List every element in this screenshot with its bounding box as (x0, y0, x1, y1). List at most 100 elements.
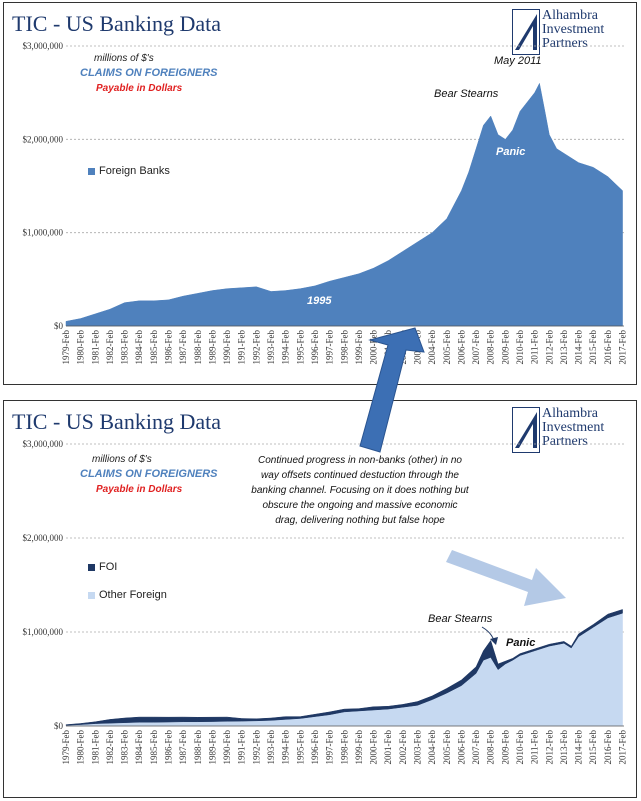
x-tick-label: 2014-Feb (574, 330, 584, 365)
logo-text: Alhambra Investment Partners (542, 406, 605, 449)
legend-other-foreign: Other Foreign (88, 589, 167, 601)
x-tick-label: 1993-Feb (266, 730, 276, 765)
x-tick-label: 2008-Feb (486, 330, 496, 365)
x-tick-label: 2003-Feb (412, 330, 422, 365)
x-tick-label: 2002-Feb (398, 730, 408, 765)
payable-note: Payable in Dollars (96, 83, 183, 94)
x-tick-label: 1983-Feb (120, 330, 130, 365)
x-tick-label: 1979-Feb (61, 330, 71, 365)
x-tick-label: 2001-Feb (383, 330, 393, 365)
x-tick-label: 2010-Feb (515, 330, 525, 365)
chart-title: TIC - US Banking Data (12, 409, 221, 434)
x-tick-label: 2005-Feb (442, 330, 452, 365)
logo: Alhambra Investment Partners (512, 9, 630, 57)
x-tick-label: 1985-Feb (149, 730, 159, 765)
x-tick-label: 2015-Feb (588, 330, 598, 365)
x-tick-label: 1995-Feb (295, 330, 305, 365)
payable-note: Payable in Dollars (96, 484, 183, 495)
x-tick-label: 2004-Feb (427, 730, 437, 765)
x-tick-label: 2006-Feb (456, 330, 466, 365)
y-tick-label: $1,000,000 (23, 627, 64, 637)
x-tick-label: 1985-Feb (149, 330, 159, 365)
logo: Alhambra Investment Partners (512, 407, 630, 455)
x-tick-label: 1983-Feb (120, 730, 130, 765)
annotation-may-2011: May 2011 (494, 55, 542, 67)
x-tick-label: 1992-Feb (251, 330, 261, 365)
units-note: millions of $'s (92, 454, 152, 465)
series-area-foi (65, 609, 623, 726)
y-tick-label: $0 (54, 721, 64, 731)
x-tick-label: 1989-Feb (207, 730, 217, 765)
x-tick-label: 2013-Feb (559, 730, 569, 765)
x-tick-label: 2011-Feb (530, 330, 540, 365)
legend-swatch (88, 591, 95, 599)
x-tick-label: 1997-Feb (325, 330, 335, 365)
x-tick-label: 1999-Feb (354, 330, 364, 365)
x-tick-label: 1979-Feb (61, 730, 71, 765)
x-tick-label: 2010-Feb (515, 730, 525, 765)
x-tick-label: 1993-Feb (266, 330, 276, 365)
x-tick-label: 2012-Feb (544, 330, 554, 365)
claims-note: CLAIMS ON FOREIGNERS (80, 67, 218, 79)
x-tick-label: 1990-Feb (222, 330, 232, 365)
chart-title: TIC - US Banking Data (12, 11, 221, 36)
x-tick-label: 1994-Feb (281, 730, 291, 765)
x-tick-label: 2008-Feb (486, 730, 496, 765)
commentary-note: Continued progress in non-banks (other) … (251, 455, 469, 526)
legend-swatch (88, 563, 95, 571)
chart-panel-bottom: TIC - US Banking Data Alhambra Investmen… (3, 400, 637, 798)
x-tick-label: 2009-Feb (500, 330, 510, 365)
claims-note: CLAIMS ON FOREIGNERS (80, 468, 218, 480)
x-tick-label: 2009-Feb (500, 730, 510, 765)
units-note: millions of $'s (94, 53, 154, 64)
x-tick-label: 1988-Feb (193, 330, 203, 365)
x-tick-label: 2016-Feb (603, 730, 613, 765)
bear-stearns-pointer-head (490, 637, 498, 645)
y-tick-label: $3,000,000 (23, 439, 64, 449)
legend-foreign-banks: Foreign Banks (88, 165, 170, 177)
x-tick-label: 1988-Feb (193, 730, 203, 765)
x-tick-label: 2005-Feb (442, 730, 452, 765)
x-tick-label: 2017-Feb (618, 730, 628, 765)
x-tick-label: 1984-Feb (134, 730, 144, 765)
x-tick-label: 2013-Feb (559, 330, 569, 365)
y-tick-label: $2,000,000 (23, 533, 64, 543)
y-tick-label: $3,000,000 (23, 41, 64, 51)
x-tick-label: 2012-Feb (544, 730, 554, 765)
annotation-bear-stearns: Bear Stearns (428, 613, 493, 625)
x-tick-label: 2000-Feb (369, 730, 379, 765)
annotation-bear-stearns: Bear Stearns (434, 88, 499, 100)
x-tick-label: 2016-Feb (603, 330, 613, 365)
x-tick-label: 1991-Feb (237, 330, 247, 365)
logo-icon (512, 407, 540, 453)
x-tick-label: 2014-Feb (574, 730, 584, 765)
annotation-panic: Panic (496, 146, 526, 158)
series-area-foreign-banks (65, 82, 623, 327)
x-tick-label: 1986-Feb (164, 330, 174, 365)
x-tick-label: 1989-Feb (207, 330, 217, 365)
x-tick-label: 2001-Feb (383, 730, 393, 765)
x-tick-label: 1980-Feb (76, 330, 86, 365)
x-tick-label: 1994-Feb (281, 330, 291, 365)
x-tick-label: 1981-Feb (90, 730, 100, 765)
logo-icon (512, 9, 540, 55)
x-tick-label: 2002-Feb (398, 330, 408, 365)
x-tick-label: 1998-Feb (339, 730, 349, 765)
x-tick-label: 1991-Feb (237, 730, 247, 765)
logo-text: Alhambra Investment Partners (542, 8, 605, 51)
y-tick-label: $1,000,000 (23, 228, 64, 238)
legend-foi: FOI (88, 561, 117, 573)
x-tick-label: 1982-Feb (105, 730, 115, 765)
chart-panel-top: TIC - US Banking Data Alhambra Investmen… (3, 2, 637, 385)
x-tick-label: 2004-Feb (427, 330, 437, 365)
x-tick-label: 1987-Feb (178, 730, 188, 765)
y-tick-label: $0 (54, 321, 64, 331)
x-tick-label: 1996-Feb (310, 730, 320, 765)
x-tick-label: 2011-Feb (530, 730, 540, 765)
x-tick-label: 1986-Feb (164, 730, 174, 765)
x-tick-label: 1984-Feb (134, 330, 144, 365)
x-tick-label: 1998-Feb (339, 330, 349, 365)
chart-bottom-svg: $0 $1,000,000 $2,000,000 $3,000,000 1979-Feb… (23, 439, 628, 765)
chart-top-svg: $0 $1,000,000 $2,000,000 $3,000,000 1979-Feb… (23, 41, 628, 365)
x-tick-label: 1982-Feb (105, 330, 115, 365)
